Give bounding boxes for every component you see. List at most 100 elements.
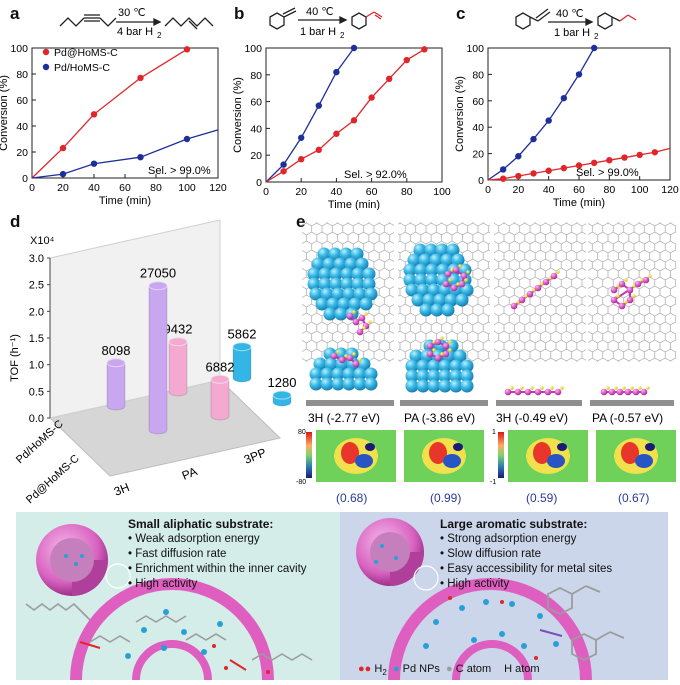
y-tick-label: 80	[16, 69, 28, 81]
graphene-side-1	[306, 400, 394, 406]
pd-atom	[425, 273, 439, 287]
pd-atom	[350, 247, 364, 261]
data-point	[90, 160, 98, 167]
pd-particle	[161, 645, 167, 651]
x-tick-label: 20	[512, 184, 524, 196]
h-atom	[524, 294, 528, 298]
hollow-sphere-right	[356, 518, 439, 591]
graphene-sheet-3	[494, 222, 586, 362]
pd-atom	[403, 273, 417, 287]
pd-atom	[416, 369, 430, 383]
c-atom	[550, 272, 558, 280]
data-point	[298, 134, 305, 141]
h-atom-icon: ·	[497, 663, 502, 675]
pd-particle	[163, 609, 169, 615]
y-tick-label: 40	[16, 121, 28, 133]
cond-c-sub: 2	[594, 32, 599, 41]
x-axis-label: Time (min)	[328, 199, 380, 210]
pd-atom	[307, 267, 321, 281]
pd-atom	[405, 379, 419, 393]
series-line	[31, 129, 219, 179]
cond-b-top: 40 ℃	[306, 6, 334, 18]
bar-top	[232, 342, 252, 352]
c-atom	[346, 312, 354, 320]
h2-molecule	[266, 670, 270, 674]
color-scale-right	[498, 432, 504, 478]
data-point	[386, 75, 393, 83]
data-point	[350, 44, 358, 52]
c-atom	[610, 296, 618, 304]
c-atom	[352, 318, 360, 326]
pd-atom	[326, 297, 340, 311]
pd-atom	[355, 257, 369, 271]
pd-atom	[318, 267, 332, 281]
charge-positive-lobe	[621, 442, 639, 464]
pd-particle	[509, 601, 515, 607]
y-tick-label: 80	[250, 70, 262, 82]
panel-label-c: c	[456, 4, 466, 23]
bar-value-label: 9432	[164, 322, 193, 337]
category-label: PA	[180, 464, 199, 483]
pd-atom	[340, 277, 354, 291]
h-atom	[624, 300, 628, 304]
scale-left-max: 80	[298, 429, 306, 436]
y-tick-label: 2.0	[29, 306, 44, 318]
charge-label-4: (0.67)	[618, 491, 649, 505]
pd-atom	[409, 349, 423, 363]
data-point	[315, 146, 322, 154]
arrow-out-left	[229, 659, 247, 671]
legend-h-atom: H atom	[504, 663, 540, 675]
reaction-scheme-a	[59, 14, 214, 30]
c-atom	[642, 276, 650, 284]
y-tick-label: 20	[472, 149, 484, 161]
c-atom	[358, 314, 366, 322]
pd-atom	[407, 253, 421, 267]
pd-atom	[353, 377, 367, 391]
data-point	[315, 102, 322, 109]
h-atom	[364, 312, 368, 316]
pd-atom	[353, 287, 367, 301]
data-point	[545, 167, 552, 174]
bar-top	[210, 374, 230, 384]
data-point	[368, 94, 375, 101]
h-atom	[622, 386, 626, 390]
y-axis-label: Conversion (%)	[454, 76, 466, 152]
h2-icon: ●●	[358, 663, 372, 675]
pd-cluster-1	[307, 247, 378, 336]
pd-atom	[359, 297, 373, 311]
pd-atom	[449, 379, 463, 393]
data-point	[515, 153, 522, 160]
y-tick-label: 100	[244, 43, 262, 55]
molecule-3h-top	[510, 270, 560, 310]
pd-atom	[416, 379, 430, 393]
pd-atom	[351, 267, 365, 281]
h2-molecule	[500, 600, 504, 604]
x-tick-label: 120	[661, 184, 679, 196]
pd-atom	[329, 277, 343, 291]
y-tick-label: 0.0	[29, 413, 44, 425]
series-line	[265, 48, 425, 183]
y-tick-label: 3.0	[29, 253, 44, 265]
c-atom	[434, 354, 442, 362]
pd-particle	[217, 621, 223, 627]
charge-negative-lobe	[443, 454, 461, 468]
c-atom	[554, 388, 562, 396]
pd-atom	[418, 253, 432, 267]
y-tick-label: 20	[16, 147, 28, 159]
h-atom	[466, 270, 470, 274]
right-bullet-4: • High activity	[440, 578, 510, 590]
charge-negative-core	[557, 443, 567, 451]
pd-atom	[414, 263, 428, 277]
h-atom	[336, 350, 340, 354]
pd-particle	[423, 643, 429, 649]
y-axis-label: Conversion (%)	[232, 77, 244, 153]
y-tick-label: 60	[472, 96, 484, 108]
data-point	[545, 117, 552, 124]
energy-label-2: PA (-3.86 eV)	[404, 411, 475, 425]
h-atom	[352, 310, 356, 314]
pd-atom	[433, 293, 447, 307]
reaction-scheme-c	[515, 8, 637, 30]
pd-atom	[331, 377, 345, 391]
series-line	[487, 47, 595, 181]
data-point	[183, 46, 191, 53]
